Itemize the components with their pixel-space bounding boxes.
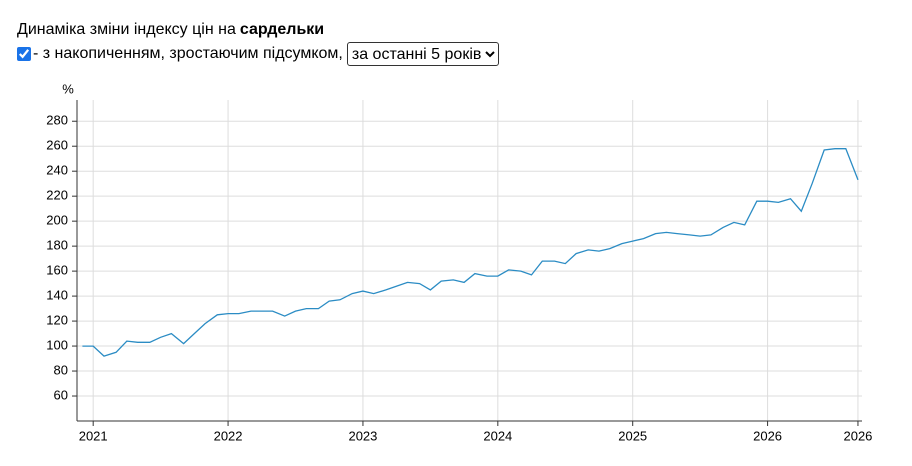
x-tick-label: 2023 xyxy=(348,428,377,443)
x-tick-label: 2022 xyxy=(214,428,243,443)
x-tick-label: 2026 xyxy=(753,428,782,443)
y-tick-label: 140 xyxy=(46,288,68,303)
cumulative-checkbox[interactable] xyxy=(17,47,31,61)
y-tick-label: 260 xyxy=(46,138,68,153)
y-tick-label: 220 xyxy=(46,188,68,203)
y-tick-label: 280 xyxy=(46,113,68,128)
y-tick-label: 240 xyxy=(46,163,68,178)
header: Динаміка зміни індексу цін на сардельки -… xyxy=(17,18,499,66)
x-tick-label: 2025 xyxy=(618,428,647,443)
y-tick-label: 200 xyxy=(46,213,68,228)
y-tick-label: 100 xyxy=(46,337,68,352)
y-axis-label: % xyxy=(62,81,74,96)
checkbox-label: - з накопиченням, зростаючим підсумком, xyxy=(33,45,343,62)
x-tick-label: 2021 xyxy=(79,428,108,443)
data-line xyxy=(82,148,859,357)
period-select[interactable]: за останні 5 років xyxy=(346,42,499,66)
y-tick-label: 80 xyxy=(54,362,68,377)
options-row: - з накопиченням, зростаючим підсумком, … xyxy=(17,42,499,66)
y-tick-label: 120 xyxy=(46,313,68,328)
x-tick-label: 2026 xyxy=(843,428,872,443)
product: сардельки xyxy=(239,21,325,38)
y-tick-label: 160 xyxy=(46,263,68,278)
x-tick-label: 2024 xyxy=(483,428,512,443)
y-tick-label: 180 xyxy=(46,238,68,253)
y-tick-label: 60 xyxy=(54,387,68,402)
title: Динаміка зміни індексу цін на xyxy=(17,21,236,38)
title-row: Динаміка зміни індексу цін на сардельки xyxy=(17,18,499,42)
